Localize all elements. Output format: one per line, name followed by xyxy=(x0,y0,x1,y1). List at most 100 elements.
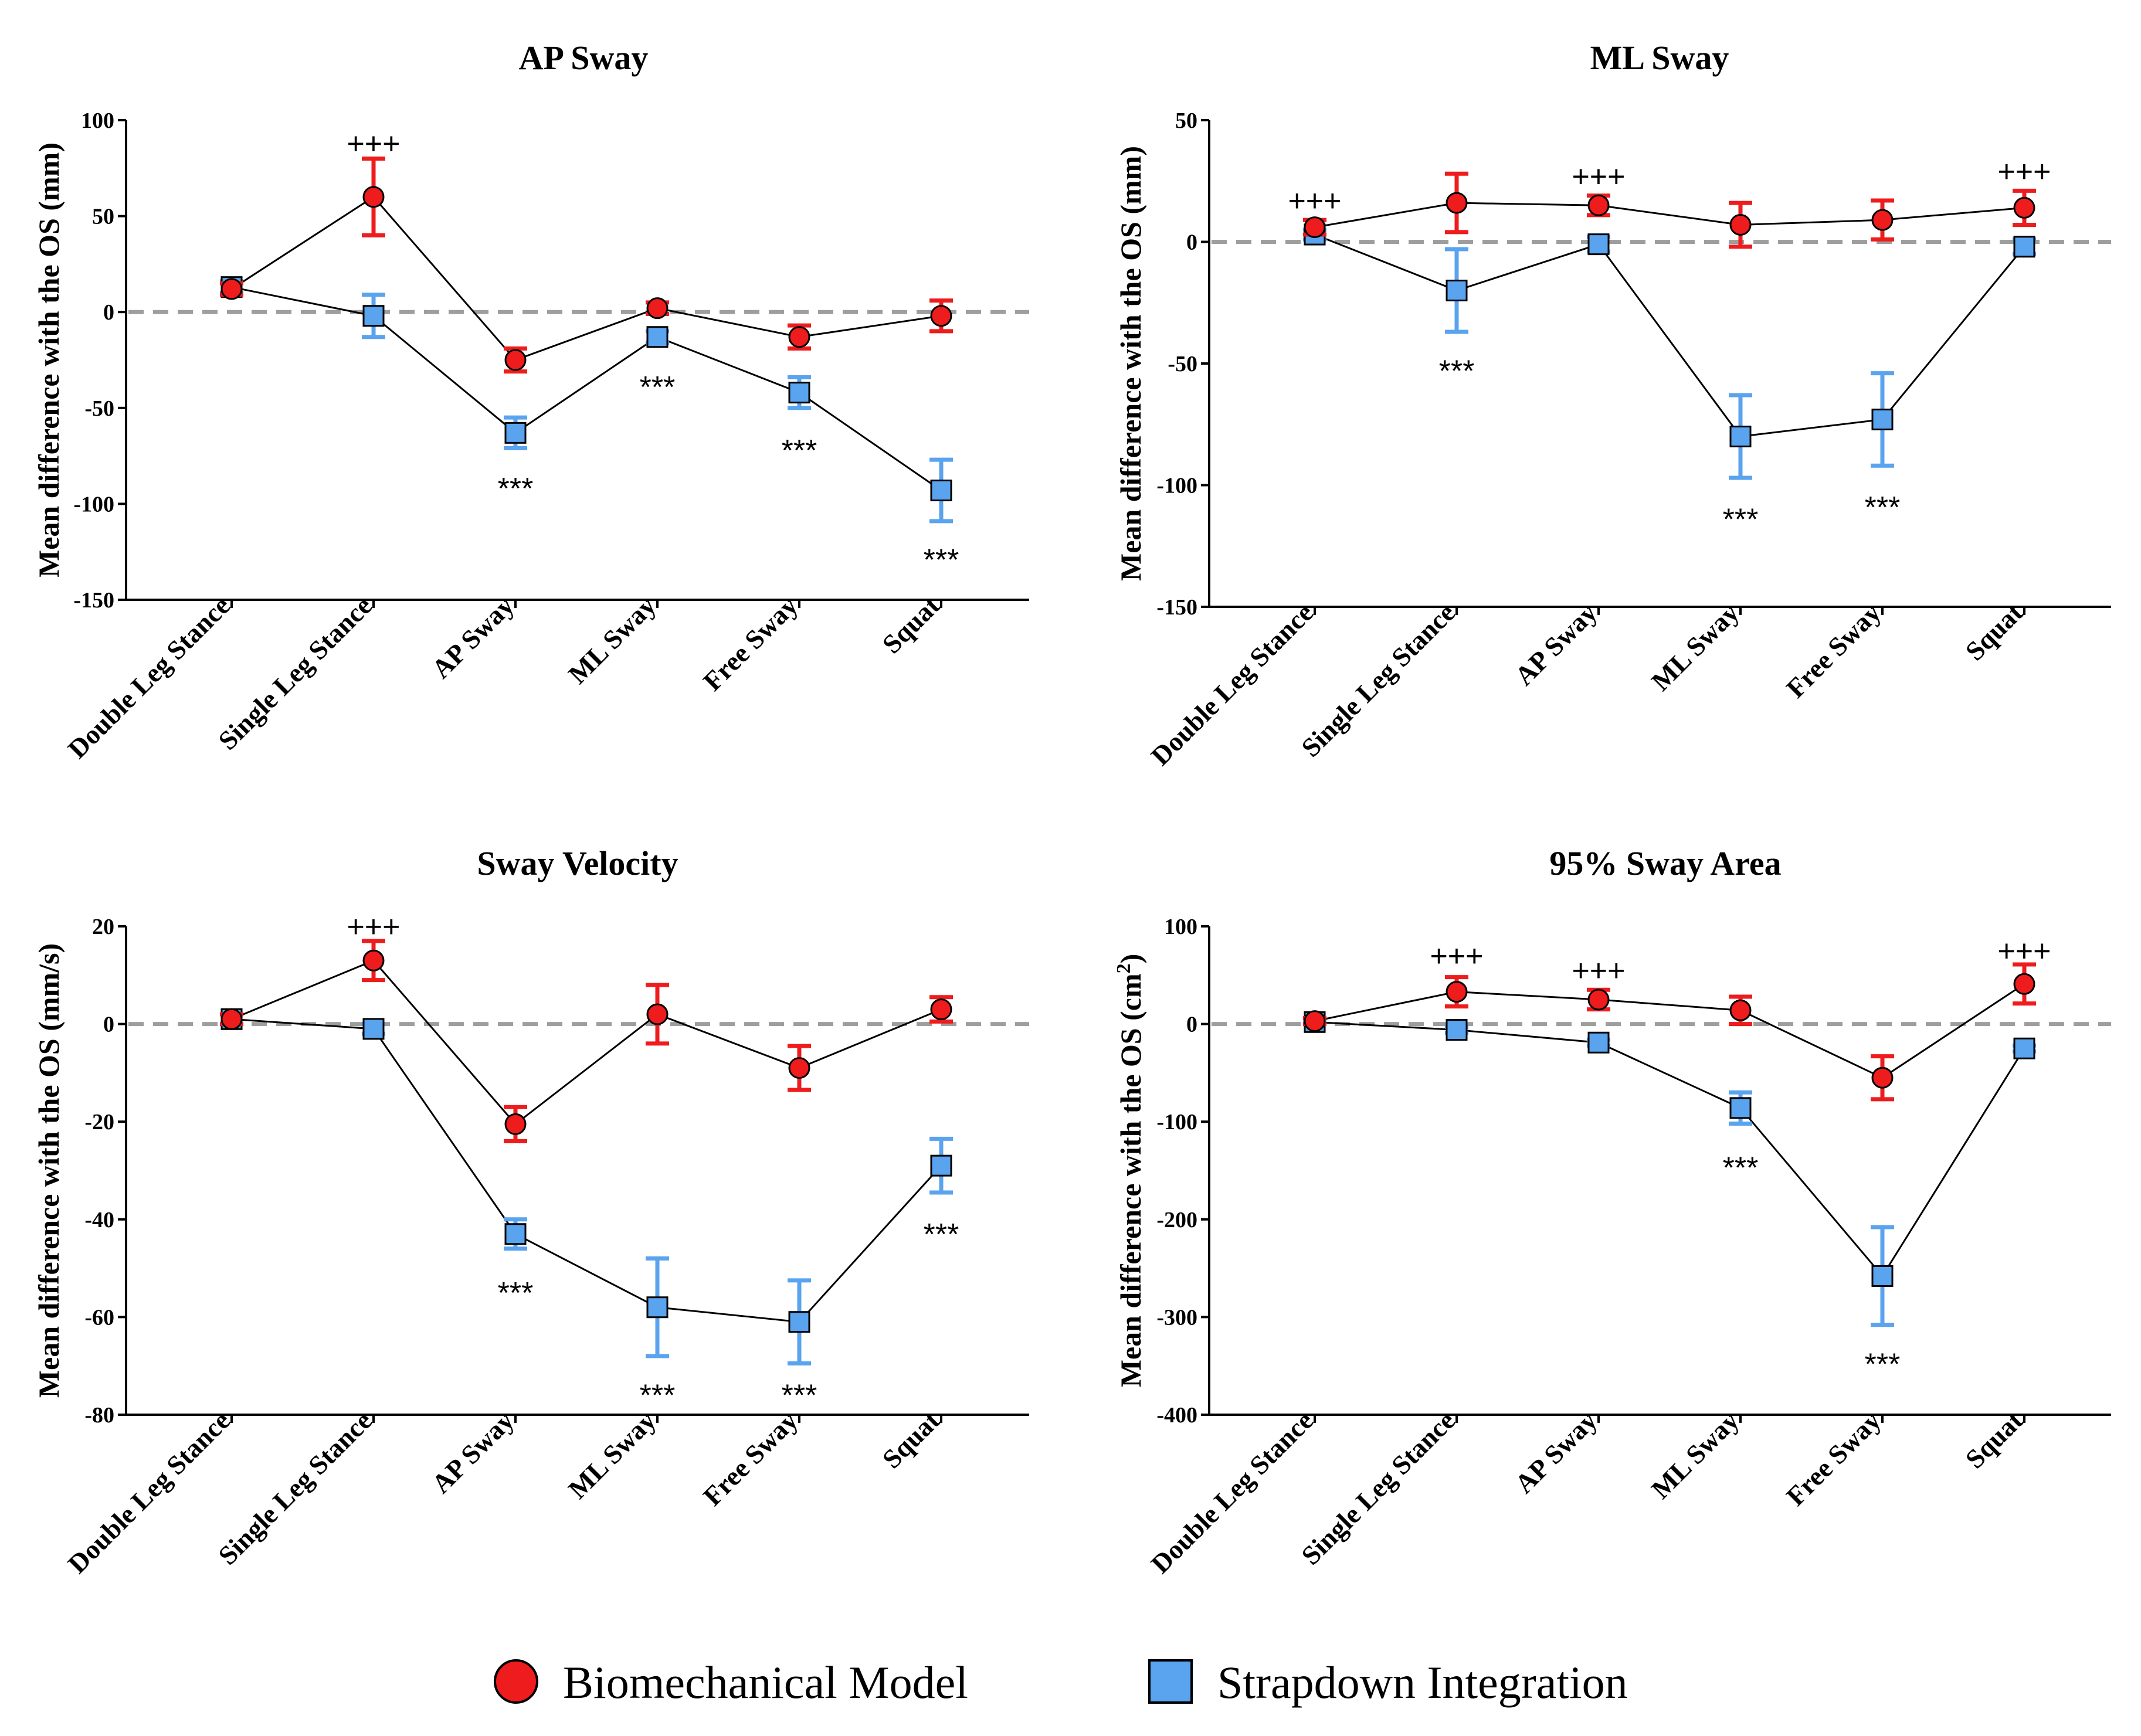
x-tick-label: AP Sway xyxy=(426,590,520,684)
data-point-biomechanical xyxy=(220,278,243,300)
y-tick-label: 50 xyxy=(1175,108,1197,133)
data-point-biomechanical xyxy=(1871,209,1894,231)
series-line-strapdown xyxy=(231,1018,942,1323)
x-tick-label: AP Sway xyxy=(1509,597,1603,691)
data-point-biomechanical xyxy=(930,998,952,1021)
series-line-biomechanical xyxy=(231,959,942,1126)
y-tick-label: -150 xyxy=(1156,595,1197,620)
y-tick-label: 50 xyxy=(92,205,114,229)
data-point-biomechanical xyxy=(504,349,527,371)
data-point-strapdown xyxy=(1587,233,1610,256)
data-point-biomechanical xyxy=(1587,194,1610,216)
annotation-star: *** xyxy=(1865,1347,1901,1381)
y-axis-label: Mean difference with the OS (cm2) xyxy=(1113,954,1148,1388)
annotation-star: *** xyxy=(924,543,959,577)
series-line-biomechanical xyxy=(231,195,942,361)
x-tick-label: Double Leg Stance xyxy=(62,590,236,764)
data-point-strapdown xyxy=(2013,1037,2035,1059)
annotation-star: *** xyxy=(1439,354,1475,388)
annotation-plus: +++ xyxy=(1288,184,1341,218)
y-tick-label: 0 xyxy=(103,1013,114,1037)
chart-panel-1: AP Sway Mean difference with the OS (mm) 1… xyxy=(32,39,1029,764)
series-line-biomechanical xyxy=(1314,983,2025,1079)
y-tick-label: -50 xyxy=(1168,352,1197,376)
data-point-biomechanical xyxy=(930,305,952,327)
chart-panel-2: ML Sway Mean difference with the OS (mm) 5… xyxy=(1114,39,2111,771)
data-point-strapdown xyxy=(930,479,952,501)
chart-panel-3: Sway Velocity Mean difference with the OS… xyxy=(32,844,1029,1579)
y-tick-label: -300 xyxy=(1156,1305,1197,1330)
legend-label-strapdown: Strapdown Integration xyxy=(1217,1657,1628,1708)
data-point-strapdown xyxy=(1871,408,1894,430)
chart-title: 95% Sway Area xyxy=(1549,844,1781,882)
data-point-strapdown xyxy=(1446,280,1468,301)
y-tick-label: -50 xyxy=(84,396,114,421)
y-tick-label: 100 xyxy=(81,108,114,133)
y-tick-label: -60 xyxy=(84,1305,114,1330)
annotation-star: *** xyxy=(640,371,676,405)
y-tick-label: 100 xyxy=(1164,915,1197,939)
legend-label-biomechanical: Biomechanical Model xyxy=(563,1657,968,1708)
data-point-strapdown xyxy=(930,1154,952,1177)
data-point-biomechanical xyxy=(1729,213,1752,236)
x-tick-label: Free Sway xyxy=(697,1405,803,1511)
data-point-strapdown xyxy=(646,326,669,348)
y-tick-label: -100 xyxy=(73,492,114,517)
data-point-biomechanical xyxy=(1446,192,1468,214)
y-tick-label: -400 xyxy=(1156,1403,1197,1428)
series-line-strapdown xyxy=(231,286,942,491)
data-point-strapdown xyxy=(788,1311,810,1333)
data-point-biomechanical xyxy=(1446,981,1468,1003)
y-tick-label: 0 xyxy=(103,300,114,325)
data-point-biomechanical xyxy=(1587,988,1610,1011)
x-tick-label: ML Sway xyxy=(562,590,661,689)
y-axis-label-end: ) xyxy=(1114,954,1147,964)
y-tick-label: 0 xyxy=(1186,1013,1197,1037)
data-point-strapdown xyxy=(788,382,810,404)
annotation-star: *** xyxy=(1723,1151,1759,1185)
data-point-biomechanical xyxy=(362,186,385,208)
y-tick-label: 20 xyxy=(92,915,114,939)
x-tick-label: Single Leg Stance xyxy=(212,590,378,756)
x-tick-label: Free Sway xyxy=(1780,597,1886,704)
annotation-plus: +++ xyxy=(1572,159,1625,193)
series-line-strapdown xyxy=(1314,233,2025,438)
x-tick-label: Single Leg Stance xyxy=(1295,597,1461,763)
y-tick-label: -100 xyxy=(1156,474,1197,498)
legend-item-strapdown: Strapdown Integration xyxy=(1148,1657,1628,1708)
y-tick-label: -100 xyxy=(1156,1110,1197,1134)
y-tick-label: -20 xyxy=(84,1110,114,1134)
x-tick-label: Free Sway xyxy=(697,590,803,697)
x-tick-label: ML Sway xyxy=(562,1405,661,1504)
data-point-strapdown xyxy=(1587,1031,1610,1054)
x-tick-label: ML Sway xyxy=(1645,1405,1745,1504)
y-tick-label: -150 xyxy=(73,588,114,613)
series-line-biomechanical xyxy=(1314,202,2025,229)
series-line-strapdown xyxy=(1314,1021,2025,1278)
data-point-strapdown xyxy=(1446,1019,1468,1041)
annotation-star: *** xyxy=(1865,491,1901,525)
data-point-biomechanical xyxy=(646,297,669,320)
annotation-star: *** xyxy=(640,1379,676,1413)
x-tick-label: Double Leg Stance xyxy=(62,1405,236,1579)
x-tick-label: AP Sway xyxy=(426,1405,520,1499)
data-point-biomechanical xyxy=(504,1113,527,1135)
annotation-star: *** xyxy=(924,1218,959,1252)
y-tick-label: -80 xyxy=(84,1403,114,1428)
data-point-biomechanical xyxy=(220,1008,243,1030)
y-tick-label: 0 xyxy=(1186,230,1197,255)
x-tick-label: AP Sway xyxy=(1509,1405,1603,1499)
legend-marker-circle xyxy=(494,1659,538,1704)
y-axis-label: Mean difference with the OS (mm) xyxy=(32,142,65,577)
y-tick-label: -40 xyxy=(84,1208,114,1232)
chart-title: Sway Velocity xyxy=(477,844,678,882)
annotation-plus: +++ xyxy=(1430,939,1483,973)
y-axis-label: Mean difference with the OS (mm) xyxy=(1114,146,1147,581)
data-point-strapdown xyxy=(504,422,527,444)
annotation-star: *** xyxy=(498,472,534,506)
annotation-star: *** xyxy=(498,1276,534,1310)
chart-title: ML Sway xyxy=(1590,39,1729,77)
legend: Biomechanical Model Strapdown Integratio… xyxy=(494,1657,1628,1708)
y-tick-label: -200 xyxy=(1156,1208,1197,1232)
